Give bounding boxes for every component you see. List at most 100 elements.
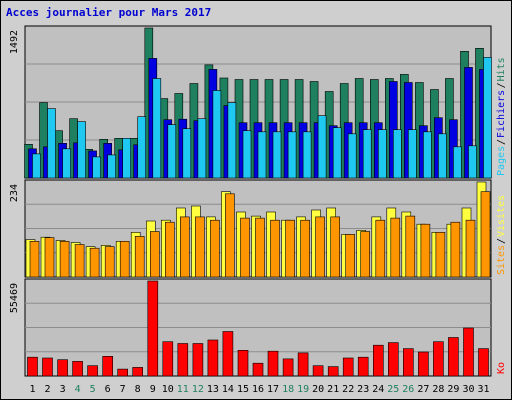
bar-pages-day-2 [47,108,56,179]
x-tick-label-25: 25 [387,384,399,395]
bar-sites-day-13 [210,219,220,278]
x-tick-label-26: 26 [402,384,414,395]
bar-sites-day-31 [480,191,491,278]
bar-pages-day-23 [362,129,372,179]
bar-ko-day-24 [372,344,384,377]
x-tick-label-2: 2 [44,384,50,395]
x-tick-label-22: 22 [342,384,354,395]
bar-pages-day-29 [453,146,462,179]
x-tick-label-15: 15 [237,384,249,395]
panel-hits-files-pages-legend-hits: Hits [496,57,507,81]
bar-pages-day-10 [167,124,177,179]
bar-sites-day-5 [89,247,100,278]
bar-ko-day-9 [147,280,159,377]
x-tick-label-29: 29 [447,384,459,395]
bar-pages-day-15 [242,130,252,179]
bar-ko-day-30 [463,327,474,377]
x-tick-label-19: 19 [297,384,309,395]
bar-ko-day-4 [72,361,83,377]
bar-sites-day-6 [104,246,115,278]
bar-sites-day-30 [465,219,476,278]
bar-ko-day-20 [312,365,324,377]
x-tick-label-28: 28 [432,384,444,395]
bar-sites-day-9 [150,231,160,278]
bar-sites-day-24 [375,219,386,278]
bar-pages-day-30 [468,145,477,179]
x-tick-label-3: 3 [60,384,66,395]
bar-sites-day-20 [315,216,325,278]
bar-ko-day-13 [207,339,219,377]
x-tick-label-24: 24 [372,384,384,395]
bar-ko-day-11 [177,343,189,377]
x-tick-label-23: 23 [357,384,369,395]
bar-ko-day-14 [222,331,234,377]
bar-pages-day-13 [212,90,222,179]
bar-pages-day-1 [32,153,41,179]
bar-sites-day-21 [330,216,341,278]
bar-pages-day-8 [137,116,146,179]
x-tick-label-17: 17 [267,384,279,395]
panel-sites-visites-legend-sites: Sites [496,245,507,275]
bar-pages-day-16 [257,131,267,179]
x-tick-label-14: 14 [222,384,234,395]
bar-ko-day-21 [327,366,339,377]
x-tick-label-18: 18 [282,384,294,395]
bar-pages-day-5 [92,156,101,179]
bar-sites-day-19 [300,219,310,278]
bar-ko-day-16 [252,362,264,377]
bar-sites-day-18 [285,219,295,278]
bar-sites-day-28 [435,232,446,278]
bar-ko-day-5 [87,365,98,377]
bar-pages-day-26 [407,129,417,179]
x-tick-label-9: 9 [150,384,156,395]
bar-pages-day-21 [332,127,342,179]
bar-pages-day-7 [122,138,131,179]
x-tick-label-27: 27 [417,384,429,395]
bar-ko-day-28 [433,341,444,377]
x-tick-label-8: 8 [135,384,141,395]
x-tick-label-12: 12 [192,384,204,395]
x-tick-label-20: 20 [312,384,324,395]
panel-ko-legend-ko: Ko [496,362,507,374]
bar-pages-day-6 [107,154,116,179]
x-tick-label-16: 16 [252,384,264,395]
bar-pages-day-14 [227,102,237,179]
x-tick-label-11: 11 [177,384,189,395]
bar-ko-day-25 [387,342,399,377]
bar-sites-day-26 [405,215,416,278]
panel-ko-ymax-label: 55469 [9,283,20,313]
bar-pages-day-17 [272,131,282,179]
chart-panels: 1492Pages/Fichiers/Hits234Sites/Visites5… [9,25,507,395]
panel-hits-files-pages-legend-sep: / [496,82,507,88]
x-tick-label-1: 1 [29,384,35,395]
bar-sites-day-4 [74,244,85,278]
bar-pages-day-25 [392,129,402,179]
panel-hits-files-pages-legend-pages: Pages [496,146,507,176]
bar-ko-day-15 [237,349,249,377]
bar-sites-day-29 [450,221,461,278]
x-tick-label-7: 7 [120,384,126,395]
x-tick-label-5: 5 [90,384,96,395]
bar-ko-day-23 [357,356,369,377]
bar-ko-day-18 [282,358,294,377]
bar-sites-day-3 [59,241,70,278]
bar-sites-day-16 [255,217,265,278]
bar-ko-day-8 [132,367,143,377]
panel-hits-files-pages-legend-sep: / [496,139,507,145]
x-tick-label-4: 4 [75,384,81,395]
bar-sites-day-11 [180,216,190,278]
bar-sites-day-8 [134,236,145,278]
bar-ko-day-1 [27,356,38,377]
bar-pages-day-18 [287,131,297,179]
bar-pages-day-12 [197,118,207,179]
x-tick-label-13: 13 [207,384,219,395]
bar-pages-day-19 [302,131,312,179]
bar-sites-day-17 [270,219,280,278]
bar-pages-day-24 [377,129,387,179]
bar-ko-day-19 [297,352,309,377]
panel-sites-visites-legend-visites: Visites [496,195,507,237]
bar-pages-day-27 [423,131,432,179]
bar-sites-day-15 [240,217,250,278]
panel-hits-files-pages-ymax-label: 1492 [9,30,20,54]
